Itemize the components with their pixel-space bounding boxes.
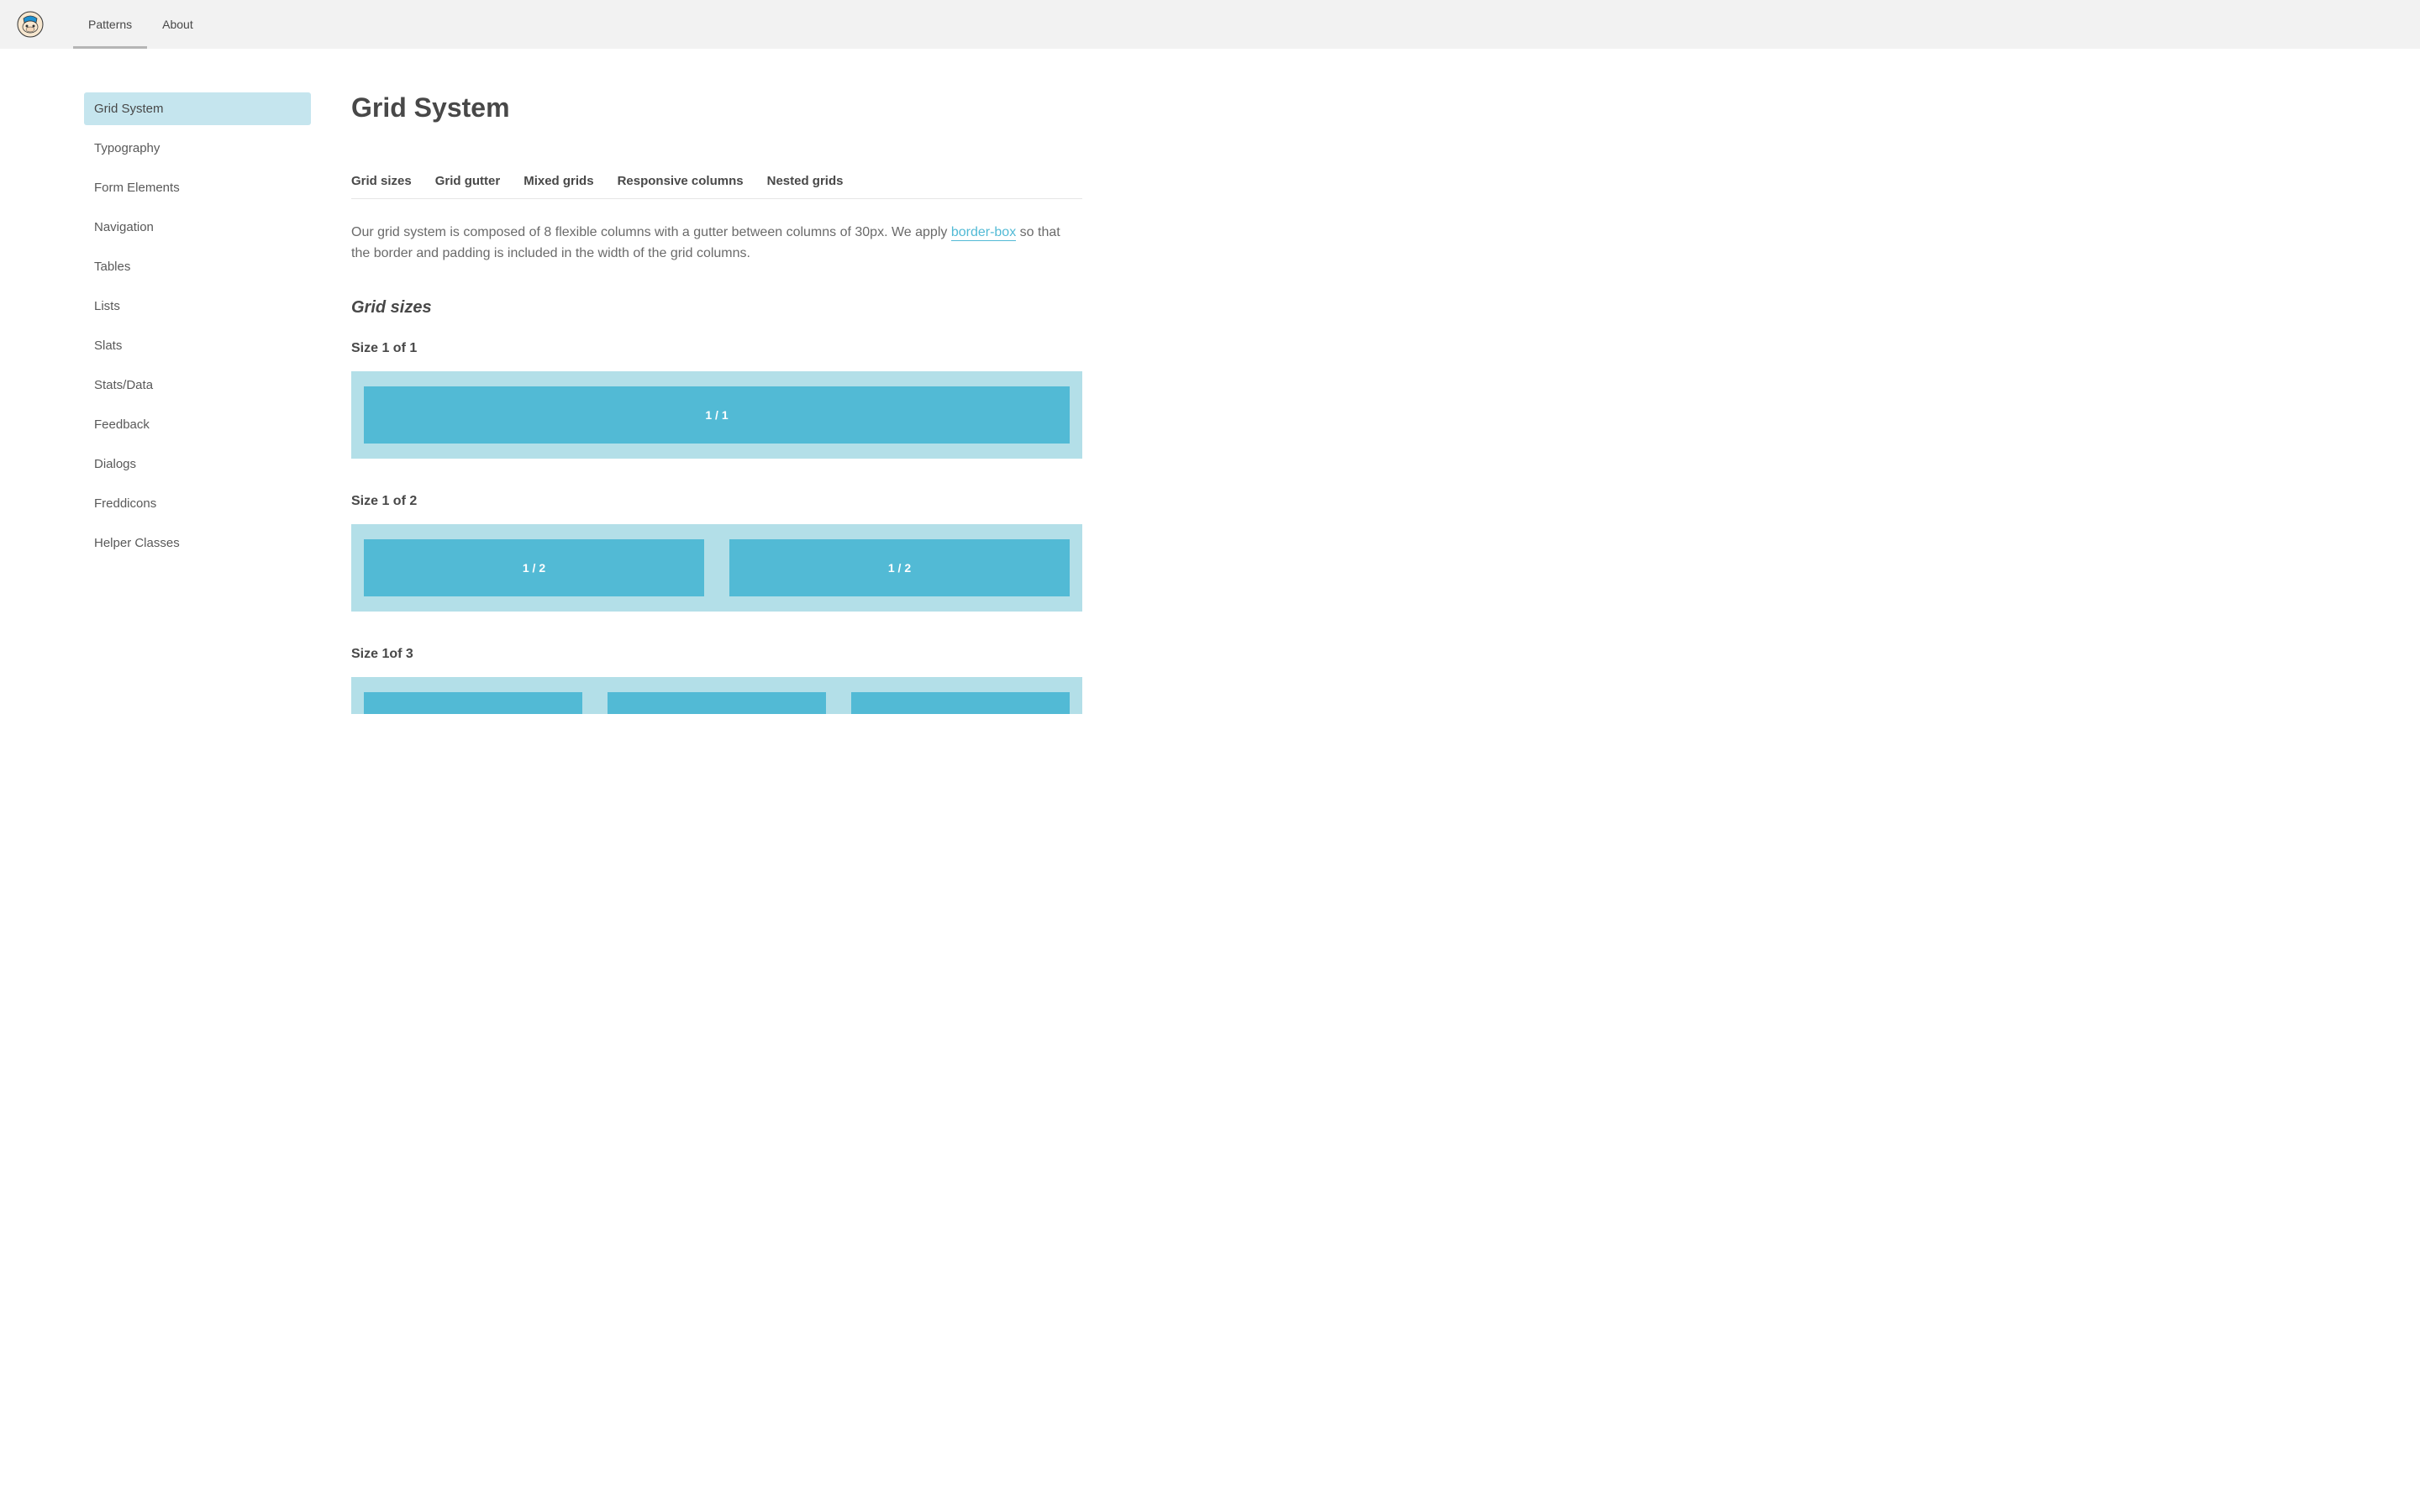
sidebar-item-label: Freddicons [94, 496, 156, 511]
subnav-nested-grids[interactable]: Nested grids [767, 174, 844, 188]
example-title: Size 1 of 1 [351, 341, 1082, 356]
subnav-label: Nested grids [767, 174, 844, 188]
top-nav: Patterns About [73, 0, 208, 49]
sidebar-item-label: Grid System [94, 102, 164, 116]
header: Patterns About [0, 0, 2420, 49]
border-box-link[interactable]: border-box [951, 225, 1016, 241]
sidebar-item-typography[interactable]: Typography [84, 132, 311, 165]
grid-example-1of2: 1 / 2 1 / 2 [351, 524, 1082, 612]
grid-col: 1 / 2 [364, 539, 704, 596]
subnav-mixed-grids[interactable]: Mixed grids [523, 174, 593, 188]
sidebar-item-label: Lists [94, 299, 120, 313]
grid-col [851, 692, 1070, 714]
subnav-label: Grid sizes [351, 174, 412, 188]
sidebar-item-slats[interactable]: Slats [84, 329, 311, 362]
sidebar-item-form-elements[interactable]: Form Elements [84, 171, 311, 204]
sidebar-item-navigation[interactable]: Navigation [84, 211, 311, 244]
top-nav-patterns[interactable]: Patterns [73, 0, 147, 49]
sidebar-item-lists[interactable]: Lists [84, 290, 311, 323]
sidebar-item-label: Slats [94, 339, 122, 353]
sidebar-item-label: Stats/Data [94, 378, 153, 392]
grid-col [364, 692, 582, 714]
example-title: Size 1of 3 [351, 647, 1082, 662]
intro-text-pre: Our grid system is composed of 8 flexibl… [351, 225, 951, 239]
sidebar-item-label: Feedback [94, 417, 150, 432]
sidebar-item-label: Navigation [94, 220, 154, 234]
sidebar-item-label: Form Elements [94, 181, 180, 195]
sidebar-item-helper-classes[interactable]: Helper Classes [84, 527, 311, 559]
grid-col: 1 / 1 [364, 386, 1070, 444]
sidebar-item-label: Tables [94, 260, 130, 274]
subnav-responsive-columns[interactable]: Responsive columns [618, 174, 744, 188]
grid-example-1of3 [351, 677, 1082, 714]
sidebar-item-label: Dialogs [94, 457, 136, 471]
page: Grid System Typography Form Elements Nav… [0, 49, 2420, 714]
sidebar-item-label: Helper Classes [94, 536, 180, 550]
subnav-label: Grid gutter [435, 174, 501, 188]
page-title: Grid System [351, 92, 1082, 123]
sidebar-item-feedback[interactable]: Feedback [84, 408, 311, 441]
sidebar-item-dialogs[interactable]: Dialogs [84, 448, 311, 480]
subnav: Grid sizes Grid gutter Mixed grids Respo… [351, 174, 1082, 199]
subnav-label: Responsive columns [618, 174, 744, 188]
sidebar-item-stats-data[interactable]: Stats/Data [84, 369, 311, 402]
sidebar-item-grid-system[interactable]: Grid System [84, 92, 311, 125]
sidebar-item-freddicons[interactable]: Freddicons [84, 487, 311, 520]
grid-col: 1 / 2 [729, 539, 1070, 596]
intro-paragraph: Our grid system is composed of 8 flexibl… [351, 223, 1082, 265]
top-nav-label: Patterns [88, 18, 132, 31]
logo-icon [17, 11, 44, 38]
subnav-grid-gutter[interactable]: Grid gutter [435, 174, 501, 188]
subnav-label: Mixed grids [523, 174, 593, 188]
top-nav-about[interactable]: About [147, 0, 208, 49]
sidebar-item-label: Typography [94, 141, 160, 155]
main: Grid System Grid sizes Grid gutter Mixed… [351, 92, 1082, 714]
sidebar-item-tables[interactable]: Tables [84, 250, 311, 283]
grid-example-1of1: 1 / 1 [351, 371, 1082, 459]
section-title: Grid sizes [351, 298, 1082, 318]
sidebar: Grid System Typography Form Elements Nav… [84, 92, 311, 714]
example-title: Size 1 of 2 [351, 494, 1082, 509]
subnav-grid-sizes[interactable]: Grid sizes [351, 174, 412, 188]
grid-col [608, 692, 826, 714]
top-nav-label: About [162, 18, 193, 31]
